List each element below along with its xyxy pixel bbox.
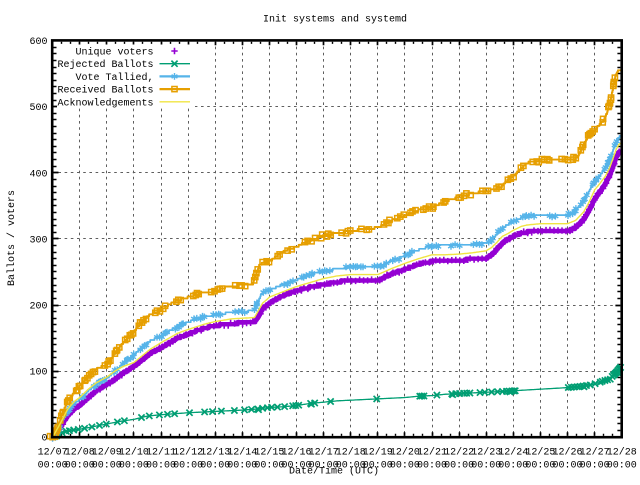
svg-text:12/24: 12/24 (498, 447, 528, 459)
svg-text:100: 100 (29, 368, 47, 379)
svg-text:12/16: 12/16 (281, 447, 311, 459)
svg-text:12/08: 12/08 (65, 447, 95, 459)
svg-text:00:00: 00:00 (38, 461, 68, 472)
svg-text:12/11: 12/11 (146, 447, 176, 459)
svg-text:Unique voters: Unique voters (75, 47, 153, 59)
svg-text:00:00: 00:00 (580, 461, 610, 472)
svg-text:00:00: 00:00 (471, 461, 501, 472)
svg-text:12/25: 12/25 (525, 447, 555, 459)
svg-text:500: 500 (29, 103, 47, 114)
svg-text:00:00: 00:00 (390, 461, 420, 472)
svg-text:00:00: 00:00 (227, 461, 257, 472)
svg-text:00:00: 00:00 (525, 461, 555, 472)
svg-text:Received Ballots: Received Ballots (57, 85, 153, 97)
svg-text:300: 300 (29, 235, 47, 246)
svg-text:Vote Tallied,: Vote Tallied, (75, 72, 153, 84)
svg-text:00:00: 00:00 (552, 461, 582, 472)
svg-text:00:00: 00:00 (498, 461, 528, 472)
svg-text:00:00: 00:00 (92, 461, 122, 472)
svg-text:12/10: 12/10 (119, 447, 149, 459)
svg-text:600: 600 (29, 37, 47, 48)
svg-text:12/13: 12/13 (200, 447, 230, 459)
svg-text:00:00: 00:00 (119, 461, 149, 472)
svg-text:12/19: 12/19 (363, 447, 393, 459)
svg-text:Rejected Ballots: Rejected Ballots (57, 59, 153, 71)
svg-text:Date/Time (UTC): Date/Time (UTC) (289, 466, 379, 478)
svg-text:00:00: 00:00 (200, 461, 230, 472)
svg-text:00:00: 00:00 (281, 461, 311, 472)
svg-text:00:00: 00:00 (65, 461, 95, 472)
svg-text:12/23: 12/23 (471, 447, 501, 459)
svg-text:00:00: 00:00 (607, 461, 637, 472)
svg-text:00:00: 00:00 (173, 461, 203, 472)
svg-text:00:00: 00:00 (444, 461, 474, 472)
svg-text:12/22: 12/22 (444, 447, 474, 459)
svg-text:400: 400 (29, 169, 47, 180)
svg-text:Ballots / voters: Ballots / voters (6, 190, 18, 286)
svg-text:0: 0 (41, 434, 47, 445)
svg-text:12/26: 12/26 (552, 447, 582, 459)
svg-text:00:00: 00:00 (146, 461, 176, 472)
svg-text:Init systems and systemd: Init systems and systemd (263, 14, 407, 26)
svg-text:00:00: 00:00 (309, 461, 339, 472)
svg-text:00:00: 00:00 (254, 461, 284, 472)
svg-text:12/27: 12/27 (580, 447, 610, 459)
svg-text:12/07: 12/07 (38, 447, 68, 459)
svg-text:00:00: 00:00 (336, 461, 366, 472)
svg-text:12/21: 12/21 (417, 447, 447, 459)
svg-text:Acknowledgements: Acknowledgements (57, 97, 153, 109)
svg-text:00:00: 00:00 (417, 461, 447, 472)
svg-text:12/09: 12/09 (92, 447, 122, 459)
svg-text:12/18: 12/18 (336, 447, 366, 459)
svg-text:200: 200 (29, 302, 47, 313)
svg-text:00:00: 00:00 (363, 461, 393, 472)
svg-text:12/15: 12/15 (254, 447, 284, 459)
svg-text:12/17: 12/17 (309, 447, 339, 459)
svg-text:12/12: 12/12 (173, 447, 203, 459)
svg-text:12/20: 12/20 (390, 447, 420, 459)
svg-text:12/28: 12/28 (607, 447, 637, 459)
svg-text:12/14: 12/14 (227, 447, 257, 459)
